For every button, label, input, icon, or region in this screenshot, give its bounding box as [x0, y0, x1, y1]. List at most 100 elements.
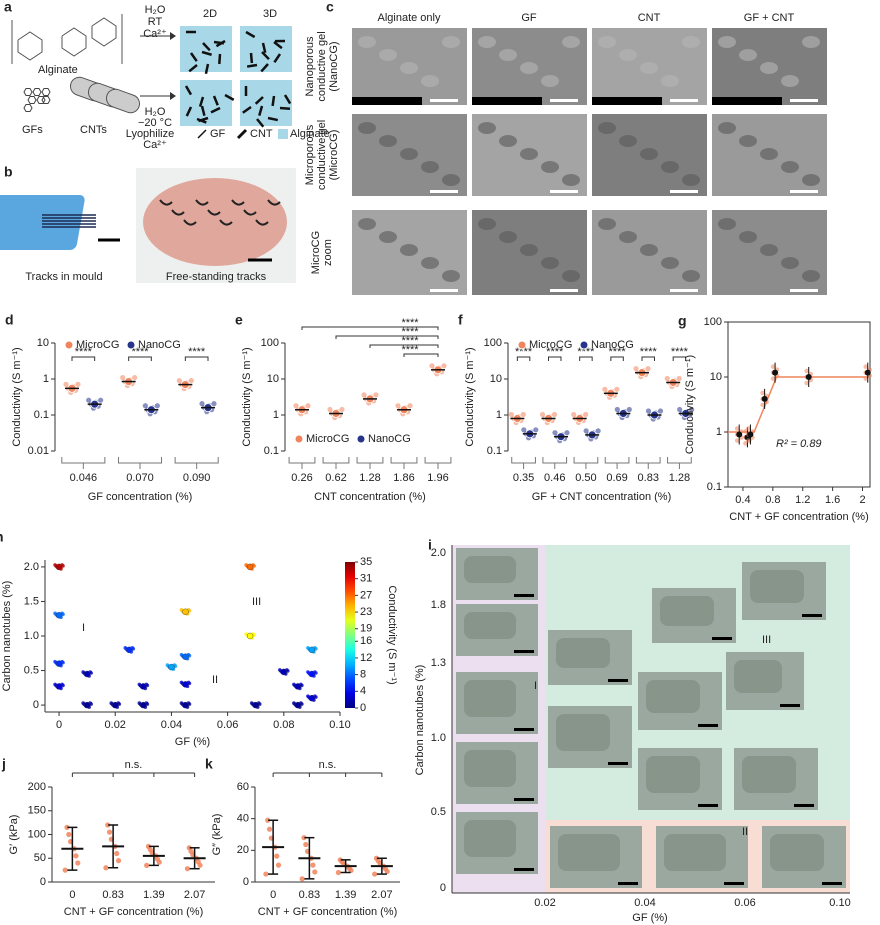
- condition: −20 °C: [138, 117, 172, 129]
- point: [55, 612, 63, 619]
- gf-stick: [218, 53, 222, 65]
- gf-stick: [273, 41, 283, 50]
- point-cloud: [583, 428, 589, 434]
- panel-label: h: [0, 529, 4, 545]
- scale-strip: [472, 97, 542, 105]
- legend-swatch: [278, 129, 288, 139]
- scale-bar: [794, 804, 814, 807]
- point-cloud: [335, 869, 342, 876]
- x-tick-label: 0.10: [329, 719, 350, 731]
- panel-label: g: [678, 313, 687, 329]
- sem-shade: [464, 750, 516, 787]
- point-cloud: [106, 829, 113, 835]
- x-tick-label: 1.2: [795, 494, 810, 506]
- point-cloud: [348, 867, 354, 873]
- point-cloud: [105, 822, 111, 828]
- scale-bar: [514, 594, 534, 597]
- sem-texture: [739, 135, 757, 147]
- y-tick-label: 1: [273, 409, 279, 421]
- y-tick-label: 200: [28, 781, 46, 793]
- point: [182, 701, 189, 709]
- condition: Ca²⁺: [143, 139, 167, 151]
- point-cloud: [614, 406, 620, 413]
- x-axis-label: GF (%): [632, 912, 667, 924]
- x-tick-label: 0.83: [638, 472, 659, 484]
- scale-strip: [592, 97, 662, 105]
- x-tick-label: 1.96: [427, 472, 448, 484]
- x-axis-label: CNT concentration (%): [314, 491, 426, 503]
- y-tick-label: 10: [267, 373, 279, 385]
- sig-label: ****: [401, 344, 419, 356]
- scale-bar: [430, 99, 458, 102]
- sig-label: ****: [75, 346, 93, 358]
- cnt-stick: [210, 106, 221, 114]
- y-tick-label: 2.0: [431, 547, 446, 559]
- gf-stick: [189, 52, 198, 62]
- gel-box: [240, 80, 292, 126]
- point-cloud: [508, 411, 514, 418]
- scale-bar: [550, 190, 578, 193]
- x-axis-label: CNT + GF concentration (%): [64, 906, 203, 918]
- point-cloud: [689, 406, 695, 413]
- sem-shade: [556, 638, 610, 668]
- sem-texture: [640, 244, 658, 256]
- point-cloud: [275, 862, 282, 868]
- point: [182, 681, 189, 688]
- point-cloud: [86, 397, 92, 403]
- y-tick-label: 100: [704, 316, 722, 328]
- sem-texture: [598, 122, 616, 134]
- colorbar-tick-label: 16: [360, 635, 372, 647]
- cnt-stick: [198, 96, 205, 107]
- group-bracket: [322, 457, 350, 464]
- condition: Lyophilize: [126, 128, 175, 140]
- sem-texture: [400, 148, 418, 160]
- sig-label: n.s.: [319, 759, 337, 771]
- y-tick-label: 100: [484, 337, 502, 349]
- y-tick-label: 0.1: [487, 445, 502, 457]
- sem-texture: [760, 244, 778, 256]
- cnt-stick: [267, 116, 279, 122]
- legend-label: MicroCG: [76, 339, 119, 351]
- x-tick-label: 0.10: [829, 897, 850, 909]
- row-label: (MicroCG): [328, 130, 340, 181]
- point-cloud: [760, 390, 765, 396]
- x-tick-label: 1.86: [393, 472, 414, 484]
- row-label: MicroCG: [310, 231, 322, 274]
- panel-label: a: [4, 0, 12, 15]
- gfs-label: GFs: [22, 124, 43, 136]
- point: [246, 632, 254, 640]
- y-tick-label: 0: [243, 876, 249, 888]
- sem-texture: [358, 218, 376, 230]
- point: [126, 646, 133, 654]
- sem-texture: [541, 257, 559, 269]
- row-label: conductive gel: [316, 31, 328, 101]
- legend-marker: [579, 340, 589, 350]
- y-axis-label: Conductivity (S m⁻¹): [464, 347, 476, 446]
- y-tick-label: 20: [237, 844, 249, 856]
- gf-stick: [245, 30, 256, 39]
- legend-marker: [64, 340, 74, 350]
- panel-label: d: [5, 312, 14, 328]
- sem-texture: [619, 231, 637, 243]
- sig-bracket: [641, 356, 655, 361]
- y-tick-label: 10: [490, 373, 502, 385]
- group-bracket: [511, 457, 536, 464]
- point-cloud: [551, 411, 558, 418]
- point-cloud: [66, 831, 72, 838]
- point: [294, 683, 302, 690]
- sem-texture: [421, 257, 439, 269]
- legend-alginate: Alginate: [290, 128, 330, 140]
- x-tick-label: 1.28: [359, 472, 380, 484]
- sem-texture: [478, 36, 496, 48]
- point-cloud: [299, 876, 305, 882]
- y-tick-label: 0: [40, 876, 46, 888]
- point-cloud: [602, 386, 608, 392]
- mean-point: [736, 431, 743, 438]
- y-tick-label: 0.01: [28, 445, 49, 457]
- x-tick-label: 1.28: [669, 472, 690, 484]
- point-cloud: [211, 401, 217, 407]
- sem-shade: [734, 660, 782, 693]
- y-tick-label: 1.0: [431, 732, 446, 744]
- y-tick-label: 0: [33, 699, 39, 711]
- point-cloud: [274, 853, 280, 859]
